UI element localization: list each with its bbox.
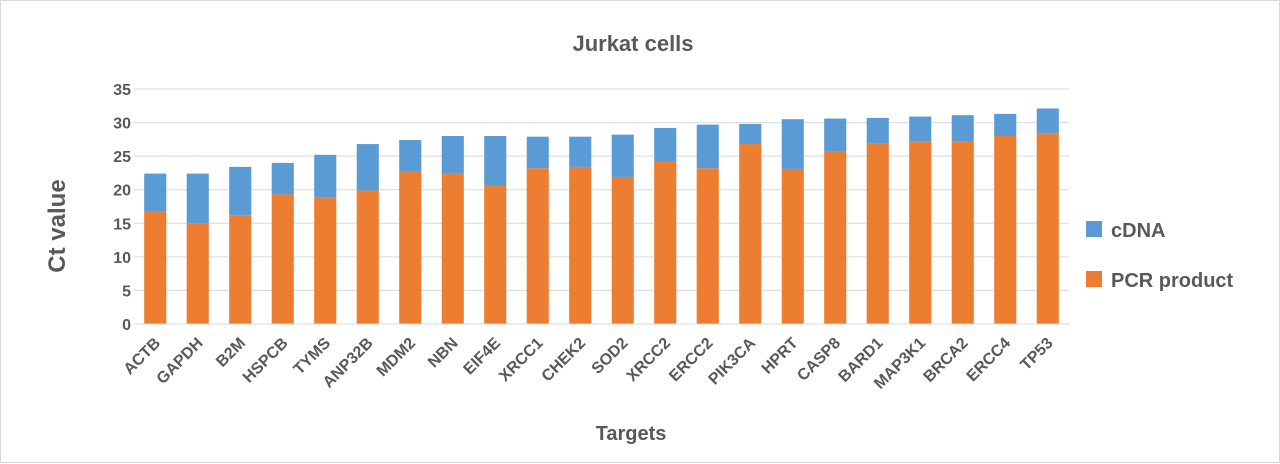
bar-cdna (526, 136, 549, 169)
bar-pcr-product (781, 168, 804, 324)
y-tick-label: 35 (113, 82, 131, 99)
bar-cdna (484, 136, 507, 186)
bar-cdna (866, 117, 889, 144)
bar-cdna (569, 136, 592, 167)
bar-pcr-product (611, 176, 634, 324)
bar-pcr-product (951, 141, 974, 324)
bar-pcr-product (271, 194, 294, 324)
x-tick-label: CASP8 (794, 335, 844, 385)
bar-cdna (314, 154, 337, 198)
y-tick-label: 25 (113, 149, 131, 166)
chart-title: Jurkat cells (572, 31, 693, 56)
bar-cdna (909, 116, 932, 142)
legend-swatch (1086, 271, 1102, 287)
bar-cdna (611, 134, 634, 177)
bar-pcr-product (654, 161, 677, 324)
bar-pcr-product (994, 136, 1017, 324)
bar-cdna (229, 166, 252, 216)
x-tick-label: MDM2 (374, 335, 419, 380)
bar-cdna (186, 173, 209, 224)
legend-swatch (1086, 221, 1102, 237)
x-tick-label: ERCC4 (964, 335, 1014, 385)
bar-cdna (356, 144, 379, 191)
bar-cdna (739, 123, 762, 145)
x-axis-title: Targets (596, 423, 667, 445)
bar-pcr-product (186, 223, 209, 324)
bar-series (144, 108, 1059, 324)
x-tick-label: HSPCB (240, 335, 292, 387)
x-tick-label: XRCC1 (496, 335, 546, 385)
bar-cdna (1036, 108, 1059, 134)
x-tick-label: BRCA2 (921, 335, 972, 386)
y-tick-label: 5 (122, 283, 131, 300)
bar-cdna (994, 113, 1017, 136)
x-tick-label: CHEK2 (539, 335, 589, 385)
x-tick-label: XRCC2 (624, 335, 674, 385)
y-tick-label: 10 (113, 250, 131, 267)
bar-pcr-product (399, 171, 422, 324)
bar-cdna (271, 162, 294, 195)
bar-pcr-product (866, 143, 889, 324)
legend-label: cDNA (1111, 220, 1165, 242)
y-axis-ticks: 0 5 10 15 20 25 30 35 (113, 82, 131, 334)
y-tick-label: 0 (122, 317, 131, 334)
bar-pcr-product (526, 168, 549, 324)
x-tick-label: GAPDH (154, 335, 207, 388)
bar-pcr-product (229, 215, 252, 324)
bar-cdna (781, 119, 804, 169)
bar-pcr-product (314, 197, 337, 324)
bar-cdna (654, 127, 677, 162)
bar-pcr-product (909, 141, 932, 324)
bar-pcr-product (696, 168, 719, 324)
legend: cDNA PCR product (1086, 220, 1234, 292)
x-tick-label: PIK3CA (706, 334, 760, 388)
bar-pcr-product (484, 185, 507, 324)
bar-pcr-product (144, 211, 167, 324)
legend-label: PCR product (1111, 270, 1234, 292)
bar-pcr-product (824, 151, 847, 324)
bar-pcr-product (739, 144, 762, 324)
bar-cdna (441, 136, 464, 174)
bar-pcr-product (1036, 133, 1059, 324)
bar-pcr-product (569, 166, 592, 324)
y-tick-label: 20 (113, 183, 131, 200)
x-tick-label: NBN (425, 335, 462, 372)
y-tick-label: 15 (113, 216, 131, 233)
bar-pcr-product (441, 173, 464, 324)
bar-pcr-product (356, 190, 379, 324)
bar-cdna (696, 124, 719, 169)
bar-cdna (824, 118, 847, 152)
y-tick-label: 30 (113, 116, 131, 133)
x-tick-label: TP53 (1018, 335, 1057, 374)
x-tick-label: B2M (213, 335, 249, 371)
bar-cdna (951, 115, 974, 142)
y-axis-title: Ct value (44, 179, 71, 272)
bar-cdna (399, 140, 422, 172)
bar-cdna (144, 173, 167, 212)
